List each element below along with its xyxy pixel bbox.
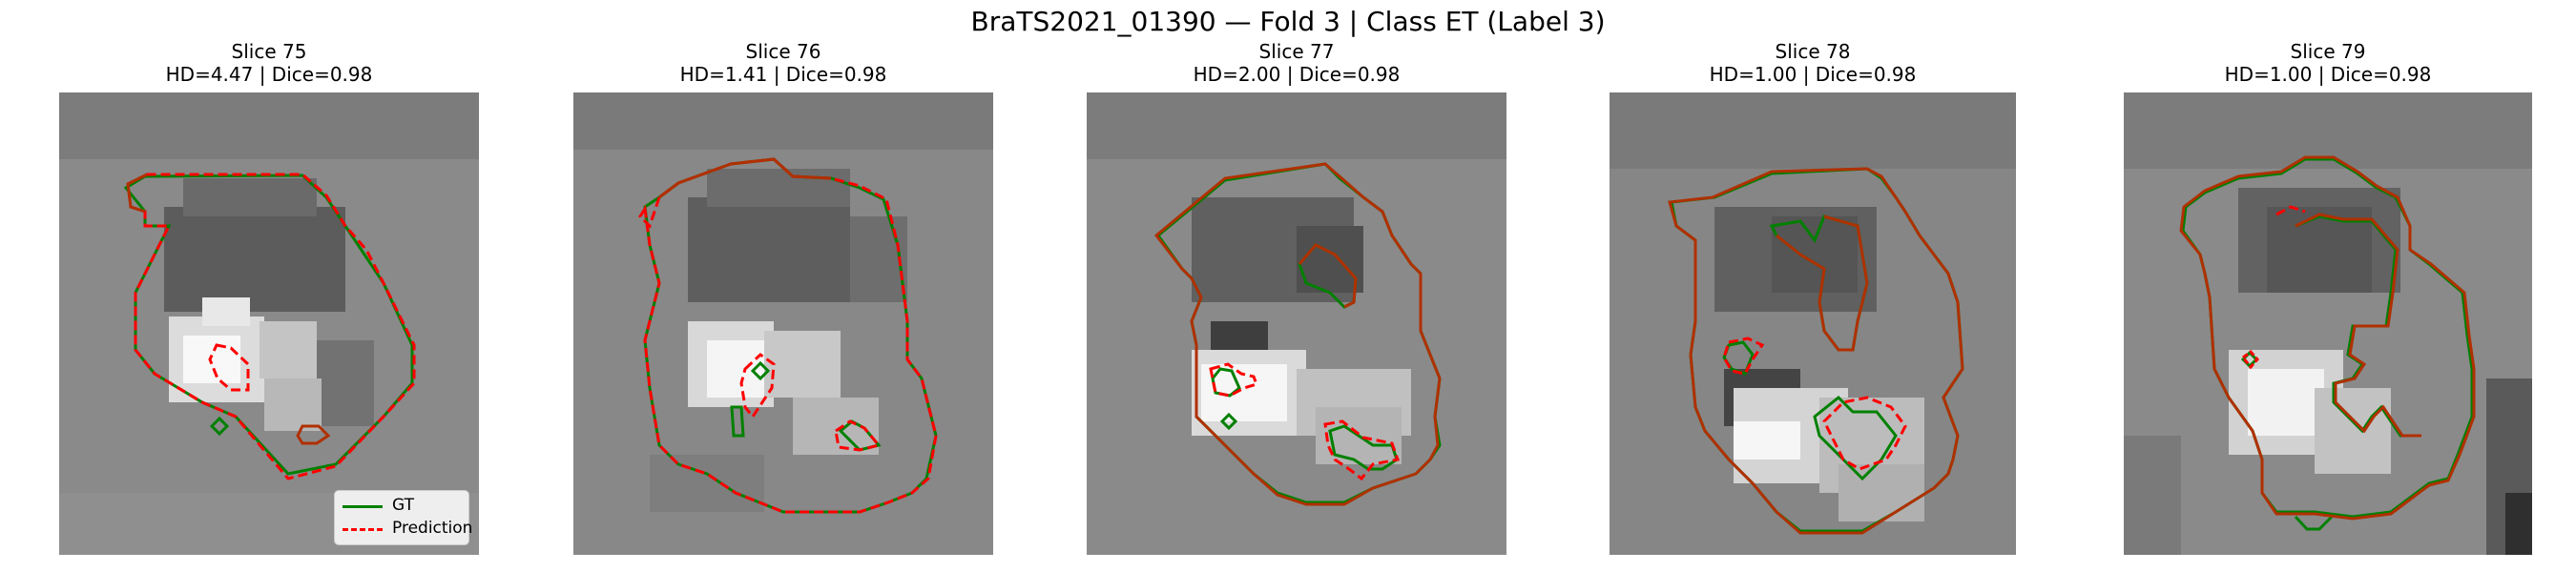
- gt-line-swatch: [343, 505, 383, 508]
- panel-title: Slice 79: [2290, 40, 2366, 63]
- panel-metrics: HD=1.00 | Dice=0.98: [1709, 63, 1917, 86]
- panel-metrics: HD=2.00 | Dice=0.98: [1193, 63, 1401, 86]
- legend-item-prediction: Prediction: [343, 518, 472, 539]
- legend-label: GT: [392, 496, 414, 515]
- panel-metrics: HD=4.47 | Dice=0.98: [165, 63, 373, 86]
- mri-slice-image: [1610, 92, 2016, 555]
- panel-title: Slice 77: [1258, 40, 1335, 63]
- slice-panel-79: Slice 79 HD=1.00 | Dice=0.98: [2124, 40, 2532, 555]
- legend: GT Prediction: [334, 490, 472, 545]
- slice-panel-75: Slice 75 HD=4.47 | Dice=0.98: [59, 40, 479, 555]
- panel-title: Slice 75: [231, 40, 307, 63]
- mri-slice-image: [573, 92, 993, 555]
- legend-label: Prediction: [392, 519, 473, 538]
- figure-title: BraTS2021_01390 — Fold 3 | Class ET (Lab…: [970, 6, 1606, 37]
- prediction-line-swatch: [343, 528, 383, 531]
- panel-metrics: HD=1.00 | Dice=0.98: [2224, 63, 2432, 86]
- mri-slice-image: [1087, 92, 1506, 555]
- slice-panel-77: Slice 77 HD=2.00 | Dice=0.98: [1087, 40, 1506, 555]
- legend-item-gt: GT: [343, 495, 462, 516]
- panel-title: Slice 78: [1775, 40, 1851, 63]
- panel-metrics: HD=1.41 | Dice=0.98: [679, 63, 887, 86]
- panel-title: Slice 76: [745, 40, 821, 63]
- slice-panel-76: Slice 76 HD=1.41 | Dice=0.98: [573, 40, 993, 555]
- mri-slice-image: GT Prediction: [59, 92, 479, 555]
- mri-slice-image: [2124, 92, 2532, 555]
- slice-panel-78: Slice 78 HD=1.00 | Dice=0.98: [1610, 40, 2016, 555]
